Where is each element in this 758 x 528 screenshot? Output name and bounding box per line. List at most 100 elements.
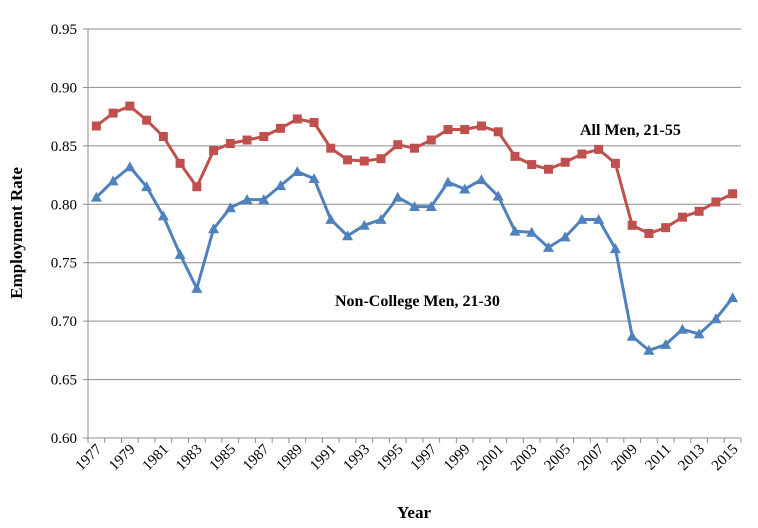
data-point (693, 328, 705, 339)
data-point (392, 191, 404, 202)
data-point (710, 313, 722, 324)
data-point (610, 158, 620, 168)
data-point (242, 135, 252, 145)
x-tick-label: 1977 (73, 441, 106, 474)
y-tick-labels: 0.60 0.65 0.70 0.75 0.80 0.85 0.90 0.95 (51, 22, 77, 447)
x-tick-label: 1995 (374, 442, 407, 475)
data-point (609, 243, 621, 254)
data-point (493, 127, 503, 137)
data-point (643, 344, 655, 355)
series-label-all-men: All Men, 21-55 (580, 122, 681, 139)
y-tick-label: 0.60 (51, 431, 77, 447)
data-point (527, 160, 537, 170)
data-point (141, 181, 153, 192)
data-point (90, 191, 102, 202)
data-point (594, 144, 604, 154)
data-point (526, 226, 538, 237)
x-tick-label: 2011 (642, 442, 674, 474)
data-point (124, 161, 136, 172)
data-point (660, 339, 672, 349)
data-point (711, 197, 721, 207)
x-tick-label: 2001 (475, 442, 508, 475)
y-tick-label: 0.90 (51, 80, 77, 96)
data-point (91, 121, 101, 131)
data-point (291, 166, 303, 176)
data-point (694, 206, 704, 216)
data-point (426, 135, 436, 145)
series-label-non-college-men: Non-College Men, 21-30 (335, 293, 500, 310)
x-tick-label: 1989 (274, 442, 307, 475)
data-point (308, 173, 320, 183)
data-point (727, 292, 739, 303)
data-point (425, 201, 437, 212)
x-tick-label: 1997 (408, 441, 441, 474)
data-point (342, 230, 354, 241)
data-point (258, 194, 270, 205)
data-point (542, 242, 554, 252)
x-tick-label: 1985 (207, 442, 240, 475)
x-tick-label: 1991 (307, 442, 340, 475)
x-tick-labels: 1977 1979 1981 1983 1985 1987 1989 1991 1993 1995… (73, 441, 742, 474)
x-tick-label: 2005 (541, 442, 574, 475)
data-point (593, 213, 605, 224)
data-point (676, 323, 688, 334)
data-point (208, 223, 220, 234)
data-point (410, 143, 419, 153)
data-point (225, 139, 235, 149)
data-point (376, 154, 386, 164)
data-point (325, 213, 337, 224)
data-point (276, 123, 286, 133)
data-point (343, 155, 353, 165)
data-point (644, 229, 654, 238)
data-point (459, 183, 471, 194)
data-point (358, 219, 370, 230)
data-point (393, 140, 403, 150)
data-point (309, 117, 319, 127)
data-point (475, 174, 487, 185)
x-tick-label: 1993 (341, 442, 374, 475)
axes (83, 28, 742, 443)
data-point (209, 146, 219, 156)
x-axis-title: Year (397, 503, 431, 522)
y-tick-label: 0.80 (51, 197, 77, 213)
x-tick-label: 2013 (675, 442, 708, 475)
data-point (476, 121, 486, 131)
data-point (661, 223, 671, 233)
data-point (125, 101, 135, 111)
data-point (292, 114, 302, 124)
data-point (192, 182, 202, 192)
data-point (576, 213, 588, 224)
y-tick-label: 0.85 (51, 139, 77, 155)
data-point (443, 124, 453, 134)
data-point (275, 180, 287, 190)
data-point (627, 220, 637, 230)
data-point (375, 213, 387, 224)
data-point (543, 164, 553, 174)
series-all-men (91, 101, 738, 238)
data-point (224, 202, 236, 213)
data-point (174, 249, 186, 259)
x-tick-label: 2007 (575, 441, 608, 474)
data-point (626, 330, 638, 341)
data-point (142, 115, 152, 125)
y-tick-label: 0.95 (51, 22, 77, 38)
data-point (492, 190, 504, 201)
data-point (409, 201, 420, 212)
series-non-college-men (90, 161, 739, 355)
data-point (158, 132, 168, 142)
data-point (442, 176, 454, 187)
data-point (560, 157, 570, 167)
series-line (95, 165, 734, 352)
data-point (241, 194, 253, 205)
data-point (175, 158, 185, 168)
data-point (259, 132, 269, 142)
data-point (577, 149, 587, 159)
y-tick-label: 0.65 (51, 373, 77, 389)
x-tick-label: 2009 (608, 442, 641, 475)
data-point (326, 143, 336, 153)
x-tick-label: 1983 (173, 442, 206, 475)
data-point (157, 210, 169, 221)
data-point (510, 151, 520, 161)
series-lines (90, 101, 739, 355)
